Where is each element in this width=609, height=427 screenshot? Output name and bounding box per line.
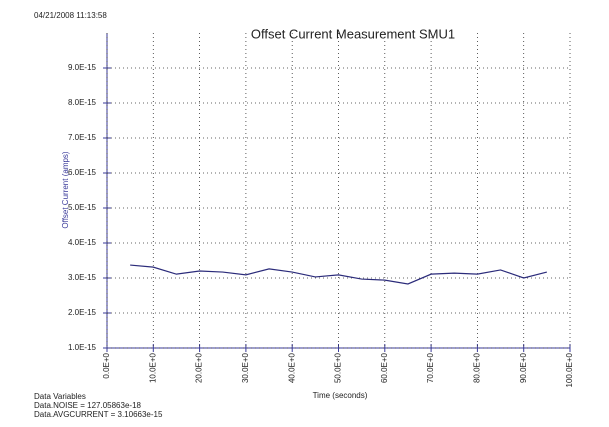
x-tick-label: 60.0E+0 xyxy=(380,352,389,383)
x-tick-label: 90.0E+0 xyxy=(519,352,528,383)
x-tick-label: 20.0E+0 xyxy=(195,352,204,383)
note: Data.AVGCURRENT = 3.10663e-15 xyxy=(34,410,163,419)
note: Data Variables xyxy=(34,392,86,401)
data-line xyxy=(130,264,547,285)
x-tick-label: 50.0E+0 xyxy=(334,352,343,383)
x-tick-label: 80.0E+0 xyxy=(473,352,482,383)
x-tick-label: 70.0E+0 xyxy=(426,352,435,383)
chart-title: Offset Current Measurement SMU1 xyxy=(251,26,455,41)
y-tick-label: 7.0E-15 xyxy=(68,133,97,142)
y-tick-label: 3.0E-15 xyxy=(68,273,97,282)
x-tick-label: 40.0E+0 xyxy=(287,352,296,383)
y-tick-label: 5.0E-15 xyxy=(68,203,97,212)
y-tick-label: 8.0E-15 xyxy=(68,98,97,107)
x-axis-label: Time (seconds) xyxy=(313,391,368,400)
note: Data.NOISE = 127.05863e-18 xyxy=(34,401,142,410)
x-tick-label: 30.0E+0 xyxy=(241,352,250,383)
timestamp: 04/21/2008 11:13:58 xyxy=(34,11,107,20)
y-tick-label: 9.0E-15 xyxy=(68,63,97,72)
x-tick-label: 10.0E+0 xyxy=(148,352,157,383)
y-tick-label: 2.0E-15 xyxy=(68,308,97,317)
y-tick-label: 6.0E-15 xyxy=(68,168,97,177)
y-axis-label: Offset Current (amps) xyxy=(61,151,70,229)
y-tick-label: 4.0E-15 xyxy=(68,238,97,247)
x-tick-label: 0.0E+0 xyxy=(102,352,111,378)
y-tick-label: 1.0E-15 xyxy=(68,343,97,352)
x-tick-label: 100.0E+0 xyxy=(565,352,574,387)
